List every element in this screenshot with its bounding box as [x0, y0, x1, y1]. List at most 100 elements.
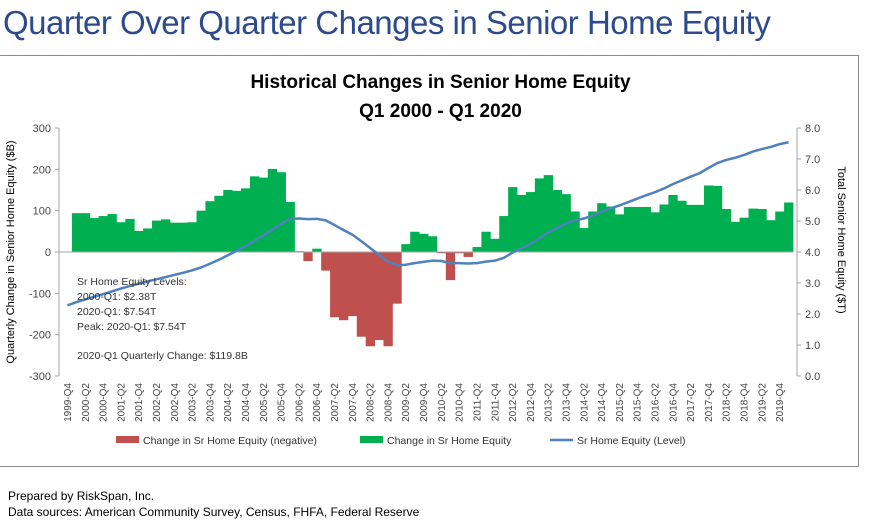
- page-title: Quarter Over Quarter Changes in Senior H…: [3, 4, 771, 41]
- x-tick-label: 2008-Q4: [383, 383, 394, 422]
- right-tick-label: 8.0: [805, 123, 820, 135]
- bar-positive: [659, 204, 669, 252]
- x-tick-label: 2007-Q2: [330, 383, 341, 422]
- bar-positive: [89, 218, 100, 252]
- legend-swatch: [360, 436, 383, 443]
- chart-subtitle: Q1 2000 - Q1 2020: [359, 101, 522, 122]
- bar-positive: [80, 213, 91, 252]
- bar-positive: [614, 214, 625, 252]
- bar-positive: [606, 206, 616, 252]
- x-tick-label: 2013-Q4: [561, 383, 572, 422]
- x-tick-label: 2005-Q4: [277, 383, 288, 422]
- bar-negative: [303, 252, 313, 262]
- bar-positive: [730, 221, 740, 252]
- bar-positive: [258, 177, 269, 252]
- bar-positive: [552, 190, 562, 252]
- footer-data-sources: Data sources: American Community Survey,…: [8, 505, 420, 519]
- x-tick-label: 2011-Q2: [472, 383, 483, 422]
- footer-prepared-by: Prepared by RiskSpan, Inc.: [8, 489, 155, 503]
- bar-positive: [748, 208, 758, 252]
- annotation-start-level: 2000-Q1: $2.38T: [77, 291, 157, 303]
- annotation-peak: Peak: 2020-Q1: $7.54T: [77, 321, 187, 333]
- bar-positive: [169, 222, 180, 252]
- annotation-end-level: 2020-Q1: $7.54T: [77, 306, 157, 318]
- bar-positive: [410, 231, 420, 252]
- bar-positive: [739, 217, 749, 252]
- x-tick-label: 2001-Q2: [116, 383, 127, 422]
- x-tick-label: 2010-Q4: [455, 383, 466, 422]
- bar-positive: [721, 209, 732, 252]
- bar-negative: [330, 252, 340, 318]
- x-tick-label: 2001-Q4: [134, 383, 145, 422]
- x-tick-label: 2012-Q4: [526, 383, 537, 422]
- x-tick-label: 2019-Q2: [757, 383, 768, 422]
- bar-positive: [632, 206, 643, 252]
- bar-positive: [232, 190, 242, 252]
- bar-negative: [347, 252, 358, 317]
- x-tick-label: 2015-Q2: [615, 383, 626, 422]
- annotation-levels-header: Sr Home Equity Levels:: [77, 276, 187, 288]
- bar-negative: [356, 252, 367, 337]
- bar-positive: [125, 218, 135, 252]
- legend-swatch: [116, 436, 139, 443]
- left-tick-label: -200: [29, 330, 51, 342]
- bar-positive: [481, 231, 491, 252]
- bar-positive: [499, 216, 509, 252]
- bar-positive: [143, 228, 153, 252]
- x-tick-label: 2012-Q2: [508, 383, 519, 422]
- bar-negative: [374, 252, 384, 341]
- x-tick-label: 2002-Q4: [170, 383, 181, 422]
- left-tick-label: 200: [33, 164, 51, 176]
- x-tick-label: 1999-Q4: [63, 383, 74, 422]
- bar-positive: [668, 194, 678, 252]
- bar-positive: [703, 185, 714, 252]
- x-tick-label: 2010-Q2: [437, 383, 448, 422]
- legend: Change in Sr Home Equity (negative) Chang…: [116, 435, 686, 447]
- axes-group: 300 200 100 0 -100 -200 -300 8.0 7.0 6.0 5.0 4.0 3.0…: [5, 123, 847, 383]
- bar-positive: [276, 172, 286, 252]
- x-tick-label: 2009-Q4: [419, 383, 430, 422]
- bar-negative: [383, 252, 393, 347]
- right-tick-label: 5.0: [805, 216, 820, 228]
- bar-negative: [365, 252, 375, 347]
- right-tick-label: 4.0: [805, 247, 820, 259]
- bar-positive: [588, 211, 598, 252]
- bar-positive: [249, 176, 260, 252]
- right-tick-label: 3.0: [805, 278, 820, 290]
- level-line: [67, 141, 789, 307]
- bar-positive: [71, 213, 82, 252]
- bar-positive: [285, 201, 295, 252]
- bar-negative: [321, 252, 331, 271]
- left-tick-label: 300: [33, 123, 51, 135]
- x-tick-label: 2014-Q4: [597, 383, 608, 422]
- bar-positive: [187, 222, 197, 252]
- bar-positive: [775, 211, 785, 252]
- bar-positive: [695, 204, 705, 252]
- bar-positive: [472, 247, 482, 252]
- bar-positive: [623, 206, 634, 252]
- legend-label: Sr Home Equity (Level): [577, 435, 686, 447]
- x-tick-labels: 1999-Q4 2000-Q2 2000-Q4 2001-Q2 2001-Q4 2002-…: [63, 383, 786, 422]
- bar-positive: [107, 213, 117, 252]
- bar-negative: [454, 252, 465, 254]
- x-tick-label: 2016-Q2: [651, 383, 662, 422]
- legend-label: Change in Sr Home Equity (negative): [143, 435, 317, 447]
- bar-positive: [766, 220, 776, 252]
- x-tick-label: 2005-Q2: [259, 383, 270, 422]
- bar-positive: [160, 219, 171, 252]
- x-tick-label: 2002-Q2: [152, 383, 163, 422]
- bar-positive: [757, 209, 767, 252]
- x-tick-label: 2003-Q4: [205, 383, 216, 422]
- x-tick-label: 2016-Q4: [668, 383, 679, 422]
- x-tick-label: 2014-Q2: [579, 383, 590, 422]
- right-tick-label: 1.0: [805, 340, 820, 352]
- x-tick-label: 2008-Q2: [366, 383, 377, 422]
- x-tick-label: 2011-Q4: [490, 383, 501, 422]
- x-tick-label: 2018-Q2: [722, 383, 733, 422]
- bar-positive: [570, 211, 580, 252]
- x-tick-label: 2004-Q4: [241, 383, 252, 422]
- bar-positive: [241, 188, 251, 252]
- x-tick-label: 2019-Q4: [775, 383, 786, 422]
- x-tick-label: 2009-Q2: [401, 383, 412, 422]
- bar-negative: [445, 252, 456, 281]
